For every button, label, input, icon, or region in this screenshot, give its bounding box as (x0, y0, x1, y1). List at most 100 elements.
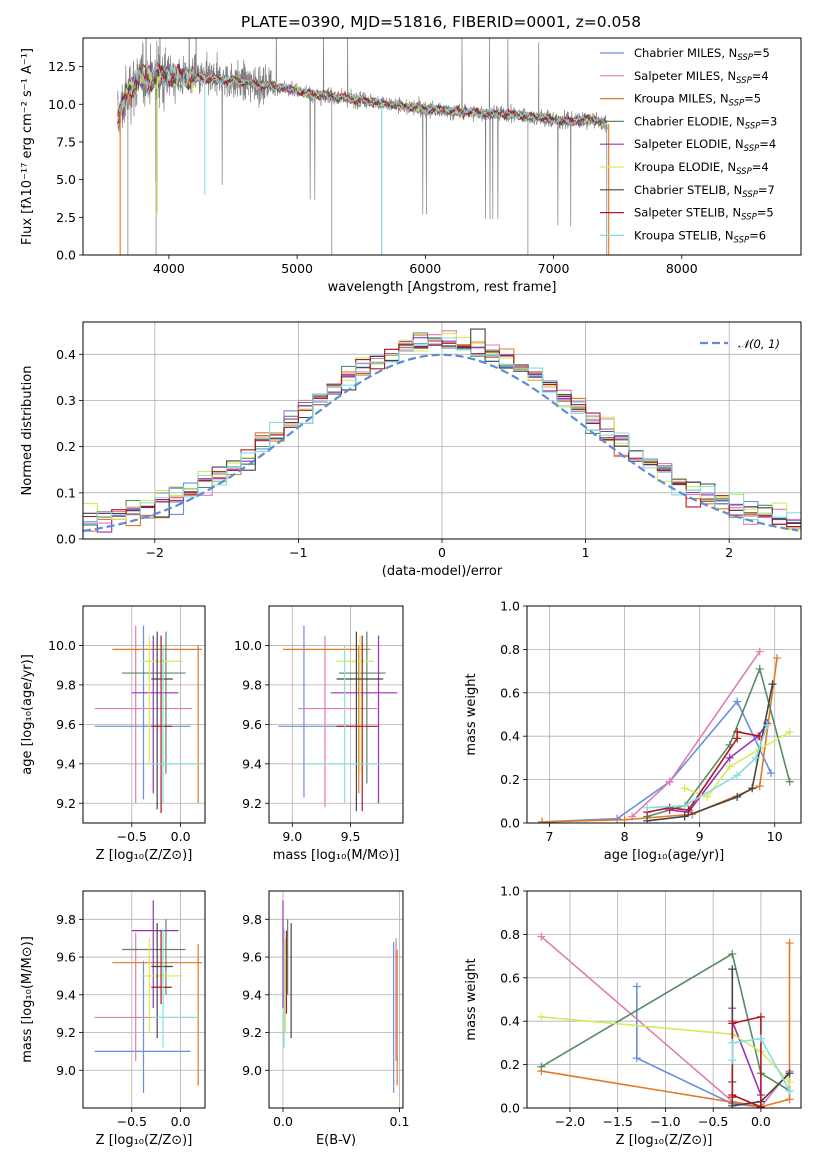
y-tick-label: 0.8 (500, 642, 520, 657)
x-tick-label: 4000 (153, 261, 185, 276)
x-axis-title: wavelength [Angstrom, rest frame] (328, 280, 557, 295)
weight-marker-kroupa-miles (538, 817, 547, 823)
x-axis-title: (data-model)/error (382, 564, 503, 579)
weight-marker-kroupa-stelib (728, 1056, 737, 1065)
spectrum-panel: 4000 5000 6000 7000 8000 0.0 2.5 5.0 7.5 10.0 12.5… (20, 37, 802, 295)
model-spectrum-kroupa-stelib (117, 64, 608, 126)
legend-label-salpeter-miles: Salpeter MILES, NSSP=4 (634, 69, 769, 86)
weight-line-kroupa-miles (541, 943, 791, 1108)
legend-label-chabrier-stelib: Chabrier STELIB, NSSP=7 (634, 183, 775, 200)
plot-area (282, 900, 398, 1093)
x-tick-label: 1 (582, 545, 590, 560)
weight-marker-kroupa-elodie (785, 727, 794, 736)
x-tick-label: 7 (546, 829, 554, 844)
x-tick-label: 0.1 (390, 1114, 410, 1129)
y-tick-label: 0.6 (500, 970, 520, 985)
legend-label-kroupa-stelib: Kroupa STELIB, NSSP=6 (634, 228, 766, 245)
y-tick-label: 9.8 (56, 912, 76, 927)
axes-frame (82, 890, 206, 1109)
weight-marker-chabrier-elodie (728, 949, 737, 958)
x-tick-label: 8 (621, 829, 629, 844)
weight-marker-chabrier-miles (632, 1054, 641, 1063)
y-tick-label: 9.0 (56, 1063, 76, 1078)
legend-label-kroupa-miles: Kroupa MILES, NSSP=5 (634, 92, 761, 109)
figure-title: PLATE=0390, MJD=51816, FIBERID=0001, z=0… (241, 13, 641, 31)
legend-label-salpeter-stelib: Salpeter STELIB, NSSP=5 (634, 206, 774, 223)
legend-label-chabrier-elodie: Chabrier ELODIE, NSSP=3 (634, 114, 777, 131)
y-tick-label: 9.6 (56, 950, 76, 965)
age-vs-mass-panel: 9.0 9.5 9.2 9.4 9.6 9.8 10.0 mass [log₁₀(M/M⊙)] (234, 605, 404, 863)
spectrum-legend: Chabrier MILES, NSSP=5 Salpeter MILES, NS… (600, 46, 777, 245)
age-vs-Z-panel: −0.5 0.0 9.2 9.4 9.6 9.8 10.0 Z [log₁₀(Z/Z⊙)] ag… (20, 605, 206, 863)
weight-marker-kroupa-stelib (763, 721, 772, 730)
y-tick-label: 0.2 (500, 772, 520, 787)
x-axis-title: age [log₁₀(age/yr)] (604, 848, 725, 863)
weight-line-kroupa-stelib (731, 1037, 791, 1091)
weight-marker-kroupa-miles (772, 654, 781, 663)
mass-vs-ebv-panel: 0.0 0.1 9.0 9.2 9.4 9.6 9.8 E(B-V) (242, 890, 410, 1148)
weight-marker-salpeter-stelib (756, 1102, 765, 1108)
weight-marker-chabrier-miles (766, 769, 775, 778)
y-tick-label: 10.0 (48, 97, 76, 112)
y-tick-label: 9.2 (56, 1025, 76, 1040)
y-tick-label: 1.0 (500, 599, 520, 614)
weight-marker-chabrier-elodie (785, 777, 794, 786)
weight-marker-kroupa-elodie (785, 1077, 794, 1086)
plot-area (538, 647, 794, 823)
y-tick-label: 0.1 (56, 485, 76, 500)
residuals-panel: −2 −1 0 1 2 0.0 0.1 0.2 0.3 0.4 (data-model)/error… (20, 321, 802, 579)
axes-frame (82, 321, 802, 540)
x-tick-label: −0.5 (117, 1114, 147, 1129)
y-tick-label: 10.0 (234, 638, 262, 653)
x-tick-label: 9 (696, 829, 704, 844)
weight-marker-kroupa-elodie (537, 1012, 546, 1021)
weight-vs-Z-panel: −2.0 −1.5 −1.0 −0.5 0.0 0.0 0.2 0.4 0.6 0.8 1.0 Z [… (464, 884, 802, 1148)
x-tick-label: −2 (146, 545, 164, 560)
weight-marker-chabrier-stelib (643, 816, 652, 823)
x-tick-label: −2.0 (555, 1114, 585, 1129)
plot-area (117, 38, 610, 255)
weight-line-salpeter-stelib (646, 730, 760, 813)
weight-line-kroupa-elodie (541, 1016, 791, 1083)
x-tick-label: −1.0 (650, 1114, 680, 1129)
weight-marker-kroupa-elodie (725, 762, 734, 771)
weight-marker-salpeter-stelib (756, 1012, 765, 1021)
x-tick-label: 0.0 (751, 1114, 771, 1129)
weight-marker-chabrier-stelib (728, 965, 737, 974)
plot-area (83, 328, 801, 533)
y-tick-label: 9.8 (242, 677, 262, 692)
weight-marker-chabrier-miles (632, 982, 641, 991)
weight-marker-kroupa-miles (785, 939, 794, 948)
axes-frame (268, 605, 404, 824)
x-axis-title: Z [log₁₀(Z/Z⊙)] (96, 848, 193, 863)
y-tick-label: 9.2 (242, 796, 262, 811)
weight-marker-kroupa-stelib (643, 803, 652, 812)
x-tick-label: 8000 (666, 261, 698, 276)
x-tick-label: 0.0 (171, 829, 191, 844)
y-tick-label: 0.4 (56, 347, 76, 362)
weight-marker-chabrier-stelib (748, 784, 757, 793)
y-tick-label: 0.2 (500, 1057, 520, 1072)
axes-frame (526, 890, 802, 1109)
weight-marker-salpeter-stelib (733, 727, 742, 736)
weight-marker-salpeter-stelib (728, 1090, 737, 1099)
y-tick-label: 9.2 (56, 796, 76, 811)
weight-marker-kroupa-stelib (751, 753, 760, 762)
weight-marker-chabrier-miles (733, 697, 742, 706)
y-tick-label: 9.4 (56, 756, 76, 771)
weight-marker-salpeter-stelib (755, 732, 764, 741)
legend-label-kroupa-elodie: Kroupa ELODIE, NSSP=4 (634, 160, 769, 177)
weight-marker-kroupa-stelib (728, 1038, 737, 1047)
weight-marker-chabrier-stelib (785, 1069, 794, 1078)
histogram-salpeter-miles (83, 330, 801, 525)
y-tick-label: 9.8 (242, 912, 262, 927)
weight-marker-kroupa-miles (755, 782, 764, 791)
x-axis-title: E(B-V) (316, 1133, 356, 1148)
weight-marker-chabrier-elodie (537, 1062, 546, 1071)
weight-marker-kroupa-stelib (785, 1086, 794, 1095)
y-tick-label: 0.0 (56, 248, 76, 263)
y-axis-title: mass [log₁₀(M/M⊙)] (20, 936, 35, 1063)
weight-marker-kroupa-stelib (756, 1034, 765, 1043)
weight-marker-salpeter-miles (665, 777, 674, 786)
